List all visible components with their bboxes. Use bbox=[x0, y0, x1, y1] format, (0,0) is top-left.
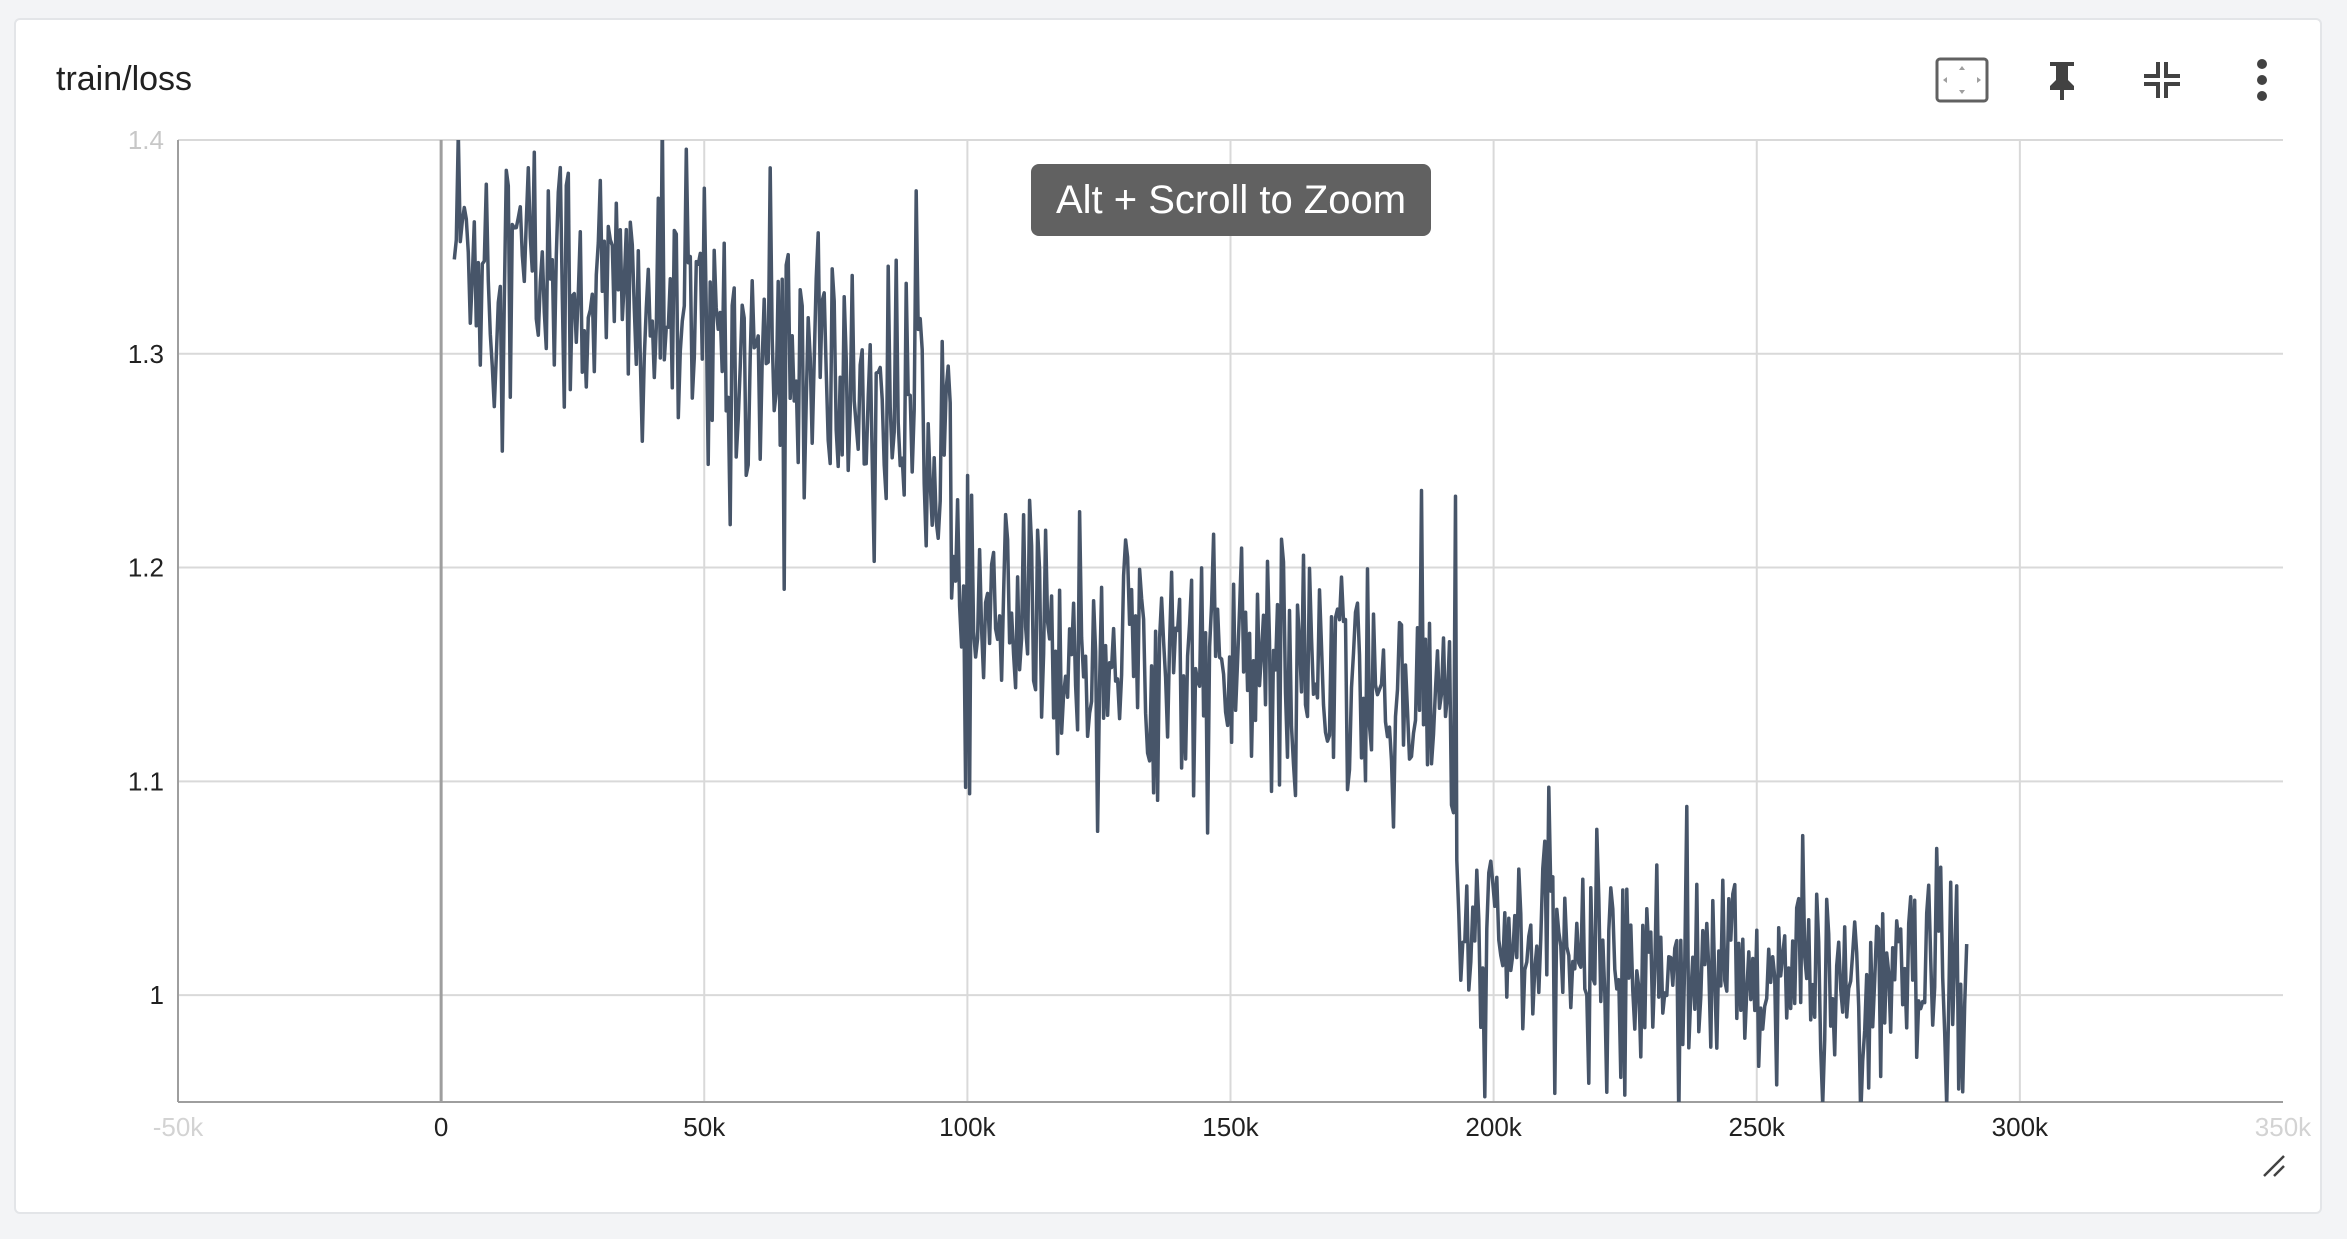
pin-button[interactable] bbox=[2032, 50, 2092, 110]
y-tick-label: 1 bbox=[150, 980, 164, 1010]
resize-handle-icon[interactable] bbox=[2258, 1150, 2288, 1180]
tick-labels: 1 1.1 1.2 1.3 1.4 -50k 0 50k 100k 150k 200k 250k 300… bbox=[128, 125, 2312, 1142]
y-tick-label: 1.1 bbox=[128, 766, 164, 796]
x-tick-label: 300k bbox=[1992, 1112, 2049, 1142]
more-vert-icon bbox=[2257, 59, 2267, 101]
x-tick-label: 250k bbox=[1729, 1112, 1786, 1142]
collapse-icon bbox=[2144, 62, 2180, 98]
fit-domain-button[interactable] bbox=[1932, 50, 1992, 110]
y-tick-label: 1.3 bbox=[128, 339, 164, 369]
more-options-button[interactable] bbox=[2232, 50, 2292, 110]
axes bbox=[177, 140, 2283, 1103]
series-train-loss bbox=[452, 140, 1969, 1102]
y-tick-label: 1.2 bbox=[128, 553, 164, 583]
zoom-hint-tooltip: Alt + Scroll to Zoom bbox=[1031, 164, 1431, 236]
fit-domain-icon bbox=[1935, 57, 1989, 103]
x-tick-label: 150k bbox=[1202, 1112, 1259, 1142]
x-tick-label: 0 bbox=[434, 1112, 448, 1142]
pin-icon bbox=[2050, 62, 2074, 100]
card-title: train/loss bbox=[56, 60, 193, 98]
x-tick-label: 200k bbox=[1465, 1112, 1522, 1142]
collapse-button[interactable] bbox=[2132, 50, 2192, 110]
y-tick-label: 1.4 bbox=[128, 125, 164, 155]
x-tick-label: -50k bbox=[153, 1112, 205, 1142]
loss-line bbox=[452, 140, 1969, 1102]
x-tick-label: 100k bbox=[939, 1112, 996, 1142]
x-tick-label: 350k bbox=[2255, 1112, 2312, 1142]
x-tick-label: 50k bbox=[683, 1112, 726, 1142]
